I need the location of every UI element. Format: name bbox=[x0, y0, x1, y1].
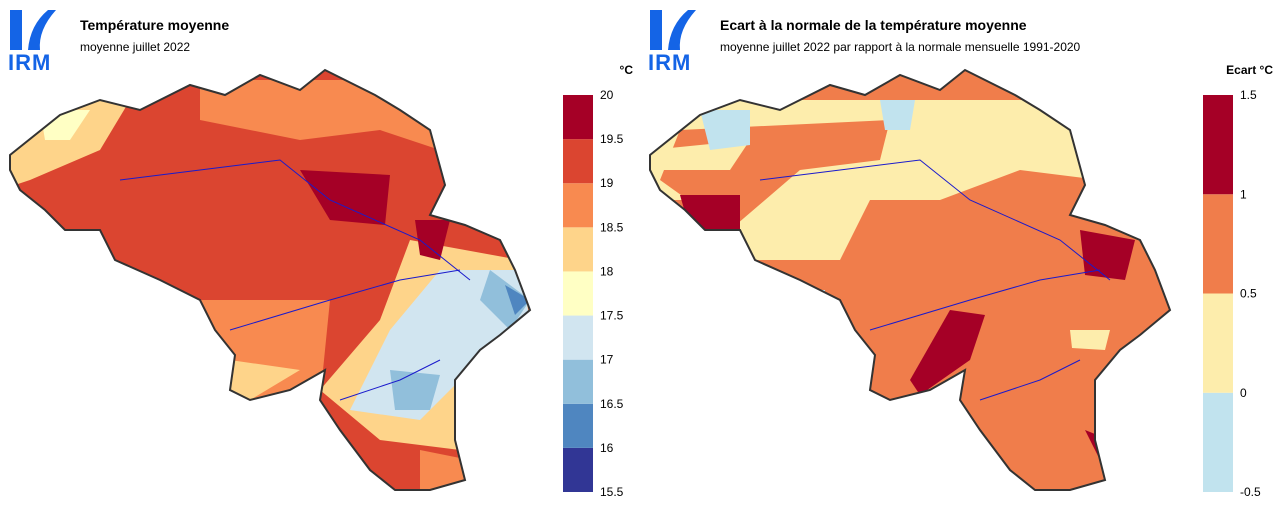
logo-mark bbox=[10, 10, 56, 50]
legend-tick-label: 16 bbox=[600, 441, 614, 455]
legend-tick-label: 19 bbox=[600, 176, 614, 190]
legend-tick-label: 17.5 bbox=[600, 309, 624, 323]
legend-bin bbox=[1203, 392, 1233, 492]
legend-bin bbox=[563, 359, 593, 404]
legend-bin bbox=[1203, 293, 1233, 393]
legend-bin bbox=[563, 95, 593, 140]
subtitle: moyenne juillet 2022 bbox=[80, 40, 190, 54]
title: Température moyenne bbox=[80, 17, 229, 33]
legend-tick-label: 1 bbox=[1240, 187, 1247, 201]
legend-bin bbox=[1203, 95, 1233, 195]
legend-tick-label: -0.5 bbox=[1240, 485, 1261, 499]
logo-text: IRM bbox=[8, 50, 51, 75]
legend-tick-label: 18 bbox=[600, 264, 614, 278]
map-right bbox=[649, 69, 1171, 491]
legend-unit: Ecart °C bbox=[1226, 63, 1273, 77]
legend-tick-label: 16.5 bbox=[600, 397, 624, 411]
legend-bin bbox=[563, 139, 593, 184]
legend-tick-label: 19.5 bbox=[600, 132, 624, 146]
legend-bin bbox=[563, 227, 593, 272]
logo-mark bbox=[650, 10, 696, 50]
legend-unit: °C bbox=[620, 63, 634, 77]
legend-bin bbox=[563, 315, 593, 360]
legend-tick-label: 15.5 bbox=[600, 485, 624, 499]
legend-bin bbox=[563, 271, 593, 316]
legend-tick-label: 20 bbox=[600, 88, 614, 102]
logo-text: IRM bbox=[648, 50, 691, 75]
legend-bin bbox=[563, 403, 593, 448]
legend-tick-label: 18.5 bbox=[600, 220, 624, 234]
legend-tick-label: 0.5 bbox=[1240, 287, 1257, 301]
legend-tick-label: 1.5 bbox=[1240, 88, 1257, 102]
legend-tick-label: 17 bbox=[600, 353, 614, 367]
legend-tick-label: 0 bbox=[1240, 386, 1247, 400]
legend-bin bbox=[563, 447, 593, 492]
legend-bin bbox=[563, 183, 593, 228]
title: Ecart à la normale de la température moy… bbox=[720, 17, 1027, 33]
map-left bbox=[9, 69, 531, 491]
legend-bin bbox=[1203, 194, 1233, 294]
subtitle: moyenne juillet 2022 par rapport à la no… bbox=[720, 40, 1081, 54]
